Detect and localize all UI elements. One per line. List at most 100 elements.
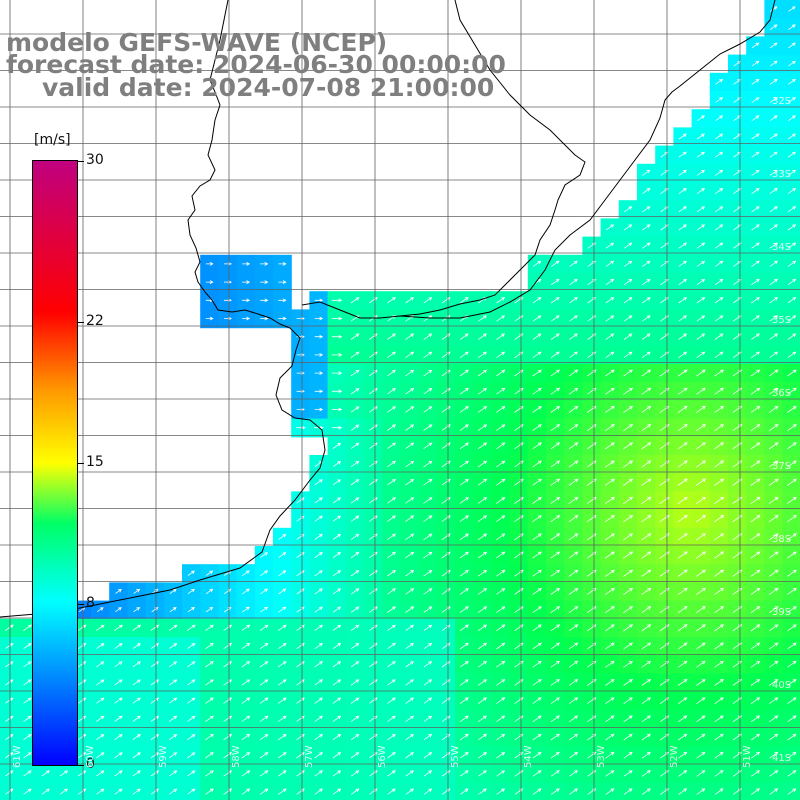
latitude-label: 33S [772,169,792,180]
wind-vector [77,788,87,795]
wind-vector [205,733,214,741]
field-cell [163,709,183,729]
field-cell [0,764,19,784]
field-cell [564,546,583,565]
field-cell [382,327,401,347]
wind-vector [750,770,761,777]
coastline [0,0,326,618]
field-cell [655,637,674,656]
field-cell [691,691,711,711]
field-cell [618,382,638,401]
wind-vector [332,770,342,777]
wind-vector [496,588,506,595]
wind-vector [459,551,469,559]
field-cell [309,491,329,511]
field-cell [182,618,201,638]
field-cell [400,564,420,583]
field-cell [764,764,784,784]
field-cell [327,709,347,729]
wind-vector [350,351,360,359]
field-cell [691,509,711,529]
field-cell [582,637,602,656]
wind-vector [605,770,615,777]
wind-vectors [4,6,797,795]
field-cell [600,546,620,565]
field-cell [145,746,165,765]
field-cell [382,582,401,602]
wind-vector [750,424,761,432]
wind-vector [405,570,415,577]
wind-vector [550,351,560,359]
field-cell [455,382,474,401]
field-cell [527,691,547,711]
field-cell [345,473,365,492]
field-cell [509,527,529,547]
wind-vector [477,642,488,650]
wind-vector [678,715,688,723]
wind-vector [678,788,688,795]
wind-vector [423,570,433,577]
field-cell [746,127,765,147]
field-cell [309,673,329,693]
field-cell [600,273,620,292]
field-cell [345,345,365,365]
wind-vector [715,169,724,176]
wind-vector [132,734,141,741]
field-cell [546,382,565,401]
wind-vector [205,316,214,321]
field-cell [491,709,511,729]
wind-vector [787,788,797,795]
wind-vector [477,551,488,559]
latitude-label: 39S [772,607,792,618]
field-cell [709,637,729,656]
wind-vector [241,642,251,650]
wind-vector [787,515,797,523]
field-cell [600,764,620,784]
wind-vector [550,679,560,686]
field-cell [236,637,256,656]
wind-vector [350,570,360,577]
field-cell [400,327,420,347]
field-cell [655,254,674,274]
wind-vector [168,624,178,631]
wind-vector [314,642,323,650]
field-cell [382,618,401,638]
field-cell [746,364,765,383]
field-cell [345,309,365,329]
wind-vector [677,405,688,413]
field-cell [728,728,747,747]
field-cell [145,673,165,693]
field-cell [655,527,674,547]
wind-vector [477,460,488,468]
wind-vector [605,315,615,322]
wind-vector [714,733,724,741]
wind-vector [641,788,651,795]
field-cell [691,709,711,729]
field-cell [291,637,310,656]
field-cell [691,400,711,420]
field-cell [582,291,602,310]
field-cell [709,109,729,128]
wind-vector [387,661,396,668]
wind-vector [750,751,761,759]
wind-vector [769,333,779,340]
field-cell [509,618,529,638]
field-cell [382,600,401,620]
field-cell [127,691,147,711]
field-cell [709,764,729,784]
field-cell [673,145,693,165]
wind-vector [478,788,487,795]
field-cell [527,473,547,492]
field-cell [618,618,638,638]
field-cell [145,618,165,638]
wind-vector [441,788,451,795]
field-cell [109,746,128,765]
field-cell [436,764,456,784]
wind-vector [641,442,652,450]
field-cell [746,491,765,511]
field-cell [109,764,128,784]
wind-vector [678,169,687,176]
field-cell [691,527,711,547]
wind-vector [677,478,688,486]
